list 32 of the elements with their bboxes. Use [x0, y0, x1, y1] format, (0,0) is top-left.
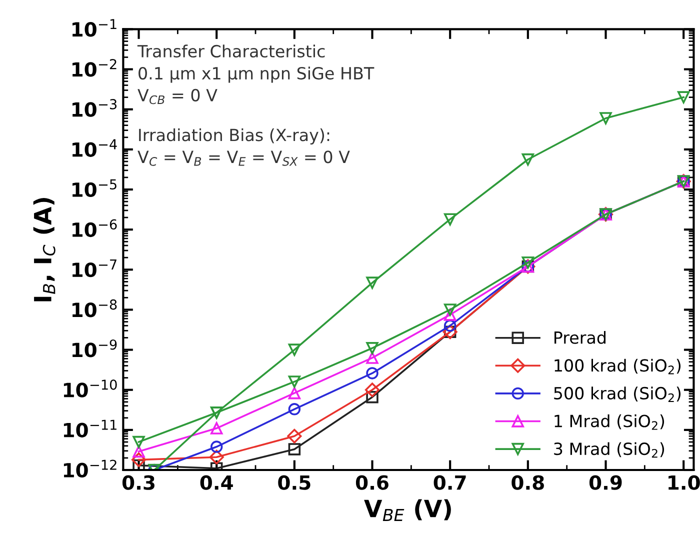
y-tick-label: 10$^{−11}$ — [64, 420, 116, 438]
y-tick-label: 10$^{−7}$ — [72, 260, 116, 278]
x-tick-label: 0.7 — [434, 475, 466, 490]
x-tick-label: 0.3 — [122, 475, 154, 490]
legend-label: 3 Mrad (SiO$_{2}$) — [554, 442, 664, 458]
annotation: Irradiation Bias (X-ray): — [139, 128, 330, 145]
y-tick-label: 10$^{−4}$ — [72, 139, 117, 157]
x-tick-label: 0.5 — [278, 475, 310, 490]
y-tick-label: 10$^{−10}$ — [64, 380, 117, 398]
y-tick-label: 10$^{−8}$ — [72, 299, 117, 318]
y-tick-label: 10$^{−1}$ — [72, 19, 116, 37]
legend-label: Prerad — [554, 331, 606, 344]
y-axis-title: I$_{B}$, I$_{C}$ (A) — [33, 198, 56, 302]
legend-label: 500 krad (SiO$_{2}$) — [554, 386, 681, 402]
y-tick-label: 10$^{−12}$ — [64, 460, 116, 478]
text: V$_{C}$ = V$_{B}$ = V$_{E}$ = V$_{SX}$ = 0 V — [138, 150, 350, 166]
x-tick-label: 0.4 — [200, 475, 233, 490]
x-tick-label: 0.9 — [589, 475, 622, 490]
y-tick-label: 10$^{−6}$ — [72, 219, 117, 238]
x-tick-label: 1.0 — [668, 475, 700, 490]
annotation: V$_{CB}$ = 0 V — [138, 88, 218, 104]
x-tick-label: 0.6 — [356, 475, 388, 490]
annotation: Transfer Characteristic — [137, 44, 325, 58]
y-tick-label: 10$^{−2}$ — [72, 58, 116, 77]
y-tick-label: 10$^{−3}$ — [72, 99, 117, 117]
x-tick-label: 0.8 — [512, 475, 544, 490]
y-tick-label: 10$^{−9}$ — [72, 339, 117, 358]
legend-label: 100 krad (SiO$_{2}$) — [554, 358, 681, 374]
x-axis-title: V$_{BE}$ (V) — [364, 499, 451, 522]
annotation: 0.1 μm x1 μm npn SiGe HBT — [138, 66, 374, 83]
legend-label: 1 Mrad (SiO$_{2}$) — [554, 414, 664, 430]
y-tick-label: 10$^{−5}$ — [72, 179, 116, 198]
